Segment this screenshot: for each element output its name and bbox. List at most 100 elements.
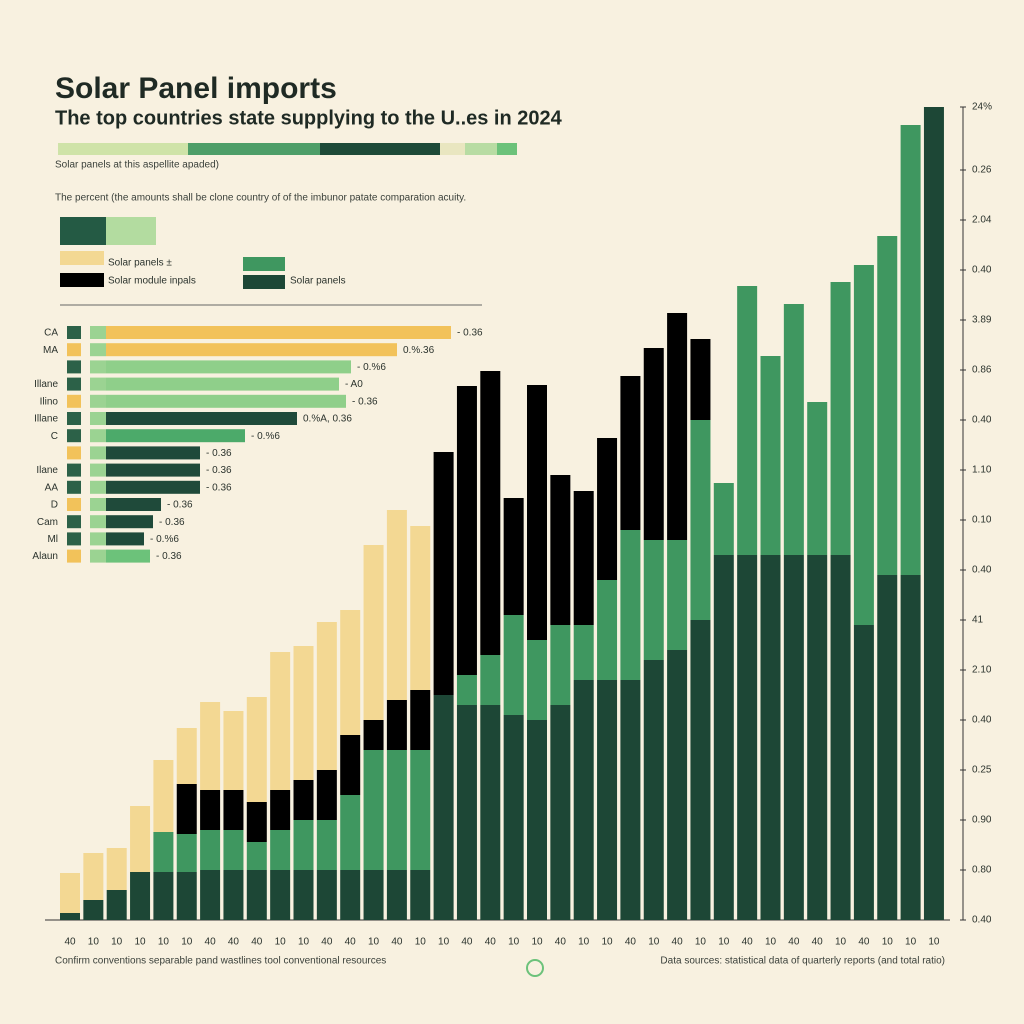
bar-segment: [316, 870, 337, 920]
row-label: Ilino: [40, 396, 59, 407]
bar-segment: [60, 913, 80, 920]
bar-segment: [877, 236, 898, 575]
row-swatch: [90, 326, 106, 339]
row-label: Ml: [47, 534, 58, 545]
x-tick-label: 40: [625, 937, 637, 948]
bar-segment: [527, 385, 547, 640]
bar-segment: [106, 848, 127, 890]
bar-segment: [270, 830, 291, 870]
bar-segment: [503, 615, 524, 715]
bar-segment: [200, 830, 221, 870]
x-tick-label: 40: [672, 937, 684, 948]
value-label: - A0: [345, 379, 363, 390]
bar-segment: [503, 715, 524, 920]
bar-segment: [456, 705, 477, 920]
bar: [106, 515, 153, 529]
color-strip: [58, 143, 517, 155]
footer-left: Confirm conventions separable pand wastl…: [55, 956, 386, 967]
bar-segment: [830, 555, 851, 920]
y-tick-label: 0.10: [972, 515, 992, 526]
bar-segment: [363, 870, 384, 920]
bar-segment: [760, 555, 781, 920]
bar-segment: [130, 806, 151, 872]
legend-swatch: [243, 275, 285, 289]
x-tick-label: 10: [298, 937, 310, 948]
bar-segment: [223, 711, 244, 790]
row-swatch: [90, 446, 106, 460]
bar-segment: [690, 339, 711, 420]
x-tick-label: 40: [788, 937, 800, 948]
bar-segment: [83, 853, 104, 900]
bar: [106, 463, 200, 477]
bar: [106, 343, 397, 357]
bar-segment: [643, 348, 664, 540]
row-swatch: [67, 498, 81, 511]
x-tick-label: 40: [251, 937, 263, 948]
bar-segment: [153, 760, 174, 832]
bar-segment: [363, 720, 384, 750]
bar-segment: [620, 680, 641, 920]
bar-segment: [667, 650, 688, 920]
value-label: - 0.36: [167, 500, 193, 511]
row-swatch: [67, 532, 81, 546]
row-swatch: [90, 463, 106, 477]
row-label: Illane: [34, 414, 58, 425]
bar-segment: [737, 286, 758, 555]
row-label: C: [51, 431, 58, 442]
bar-segment: [713, 483, 734, 555]
bar-segment: [270, 870, 291, 920]
y-tick-label: 2.04: [972, 215, 992, 226]
bar-segment: [246, 802, 267, 842]
bar-segment: [690, 420, 711, 620]
bar-segment: [83, 900, 104, 920]
bar-segment: [270, 790, 291, 830]
bar-segment: [643, 540, 664, 660]
y-tick-label: 0.90: [972, 815, 992, 826]
x-tick-label: 10: [88, 937, 100, 948]
value-label: - 0.36: [457, 328, 483, 339]
bar-segment: [176, 784, 197, 834]
row-label: Illane: [34, 379, 58, 390]
row-label: MA: [43, 345, 58, 356]
bar-segment: [573, 625, 594, 680]
bar-segment: [223, 870, 244, 920]
bar: [106, 360, 351, 374]
y-tick-label: 0.86: [972, 365, 992, 376]
bar-segment: [713, 555, 734, 920]
row-swatch: [90, 429, 106, 443]
row-swatch: [90, 498, 106, 511]
x-tick-label: 10: [695, 937, 707, 948]
bar-segment: [130, 872, 151, 920]
bar-segment: [456, 675, 477, 705]
x-tick-label: 10: [368, 937, 380, 948]
x-tick-label: 10: [415, 937, 427, 948]
bar-segment: [176, 834, 197, 872]
bar: [106, 480, 200, 494]
bar-segment: [643, 660, 664, 920]
row-swatch: [67, 394, 81, 408]
row-label: Ilane: [36, 465, 58, 476]
bar-segment: [223, 830, 244, 870]
y-tick-label: 2.10: [972, 665, 992, 676]
bar-segment: [667, 313, 688, 540]
bar-segment: [293, 780, 314, 820]
bar-segment: [410, 526, 431, 690]
x-tick-label: 10: [765, 937, 777, 948]
bar-segment: [293, 820, 314, 870]
row-swatch: [90, 394, 106, 408]
bar-segment: [900, 575, 921, 920]
x-tick-label: 40: [345, 937, 357, 948]
bar-segment: [223, 790, 244, 830]
row-label: AA: [45, 482, 59, 493]
bar-segment: [830, 282, 851, 555]
y-tick-label: 0.25: [972, 765, 992, 776]
row-swatch: [67, 326, 81, 339]
value-label: - 0.%6: [150, 534, 179, 545]
bar-segment: [853, 265, 874, 625]
x-tick-label: 40: [858, 937, 870, 948]
bar-segment: [200, 702, 221, 790]
row-swatch: [67, 377, 81, 391]
bar-segment: [293, 646, 314, 780]
bar-segment: [316, 622, 337, 770]
bar: [106, 429, 245, 443]
